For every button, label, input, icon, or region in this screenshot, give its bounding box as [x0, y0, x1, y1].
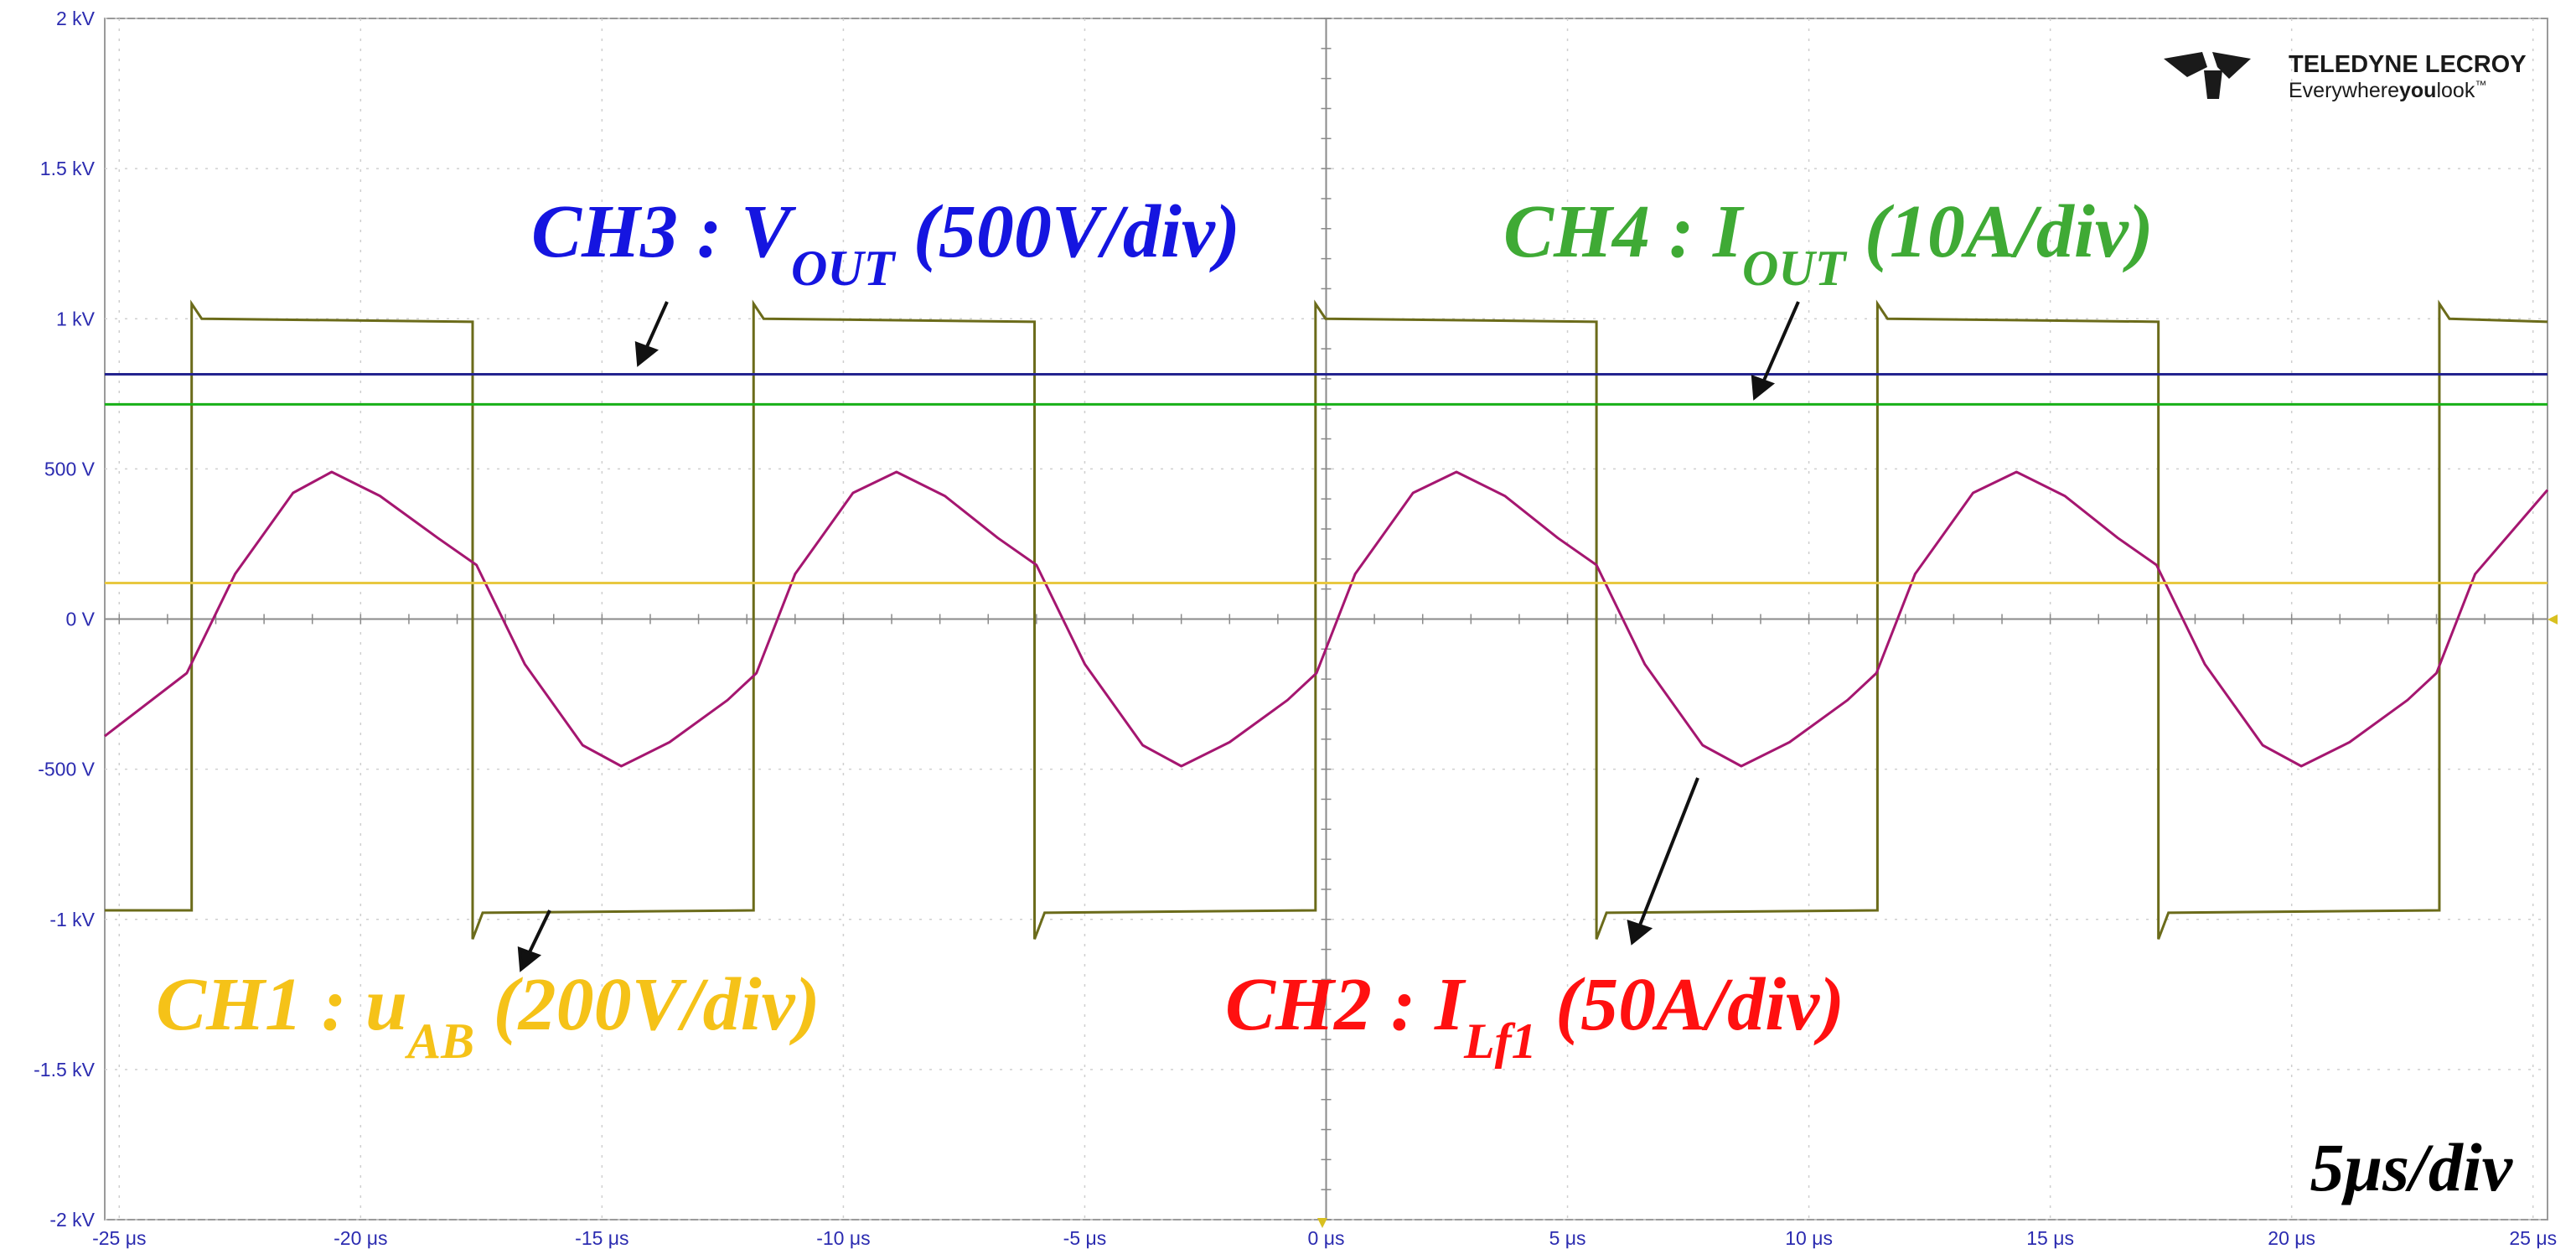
ch2-annotation: CH2 : ILf1 (50A/div) — [1225, 963, 1844, 1069]
y-tick-label: 500 V — [44, 458, 96, 479]
x-tick-label: -15 μs — [575, 1227, 628, 1249]
ch1-annotation: CH1 : uAB (200V/div) — [156, 963, 820, 1069]
trace-ilf1 — [104, 470, 2549, 768]
x-tick-label: 20 μs — [2268, 1227, 2315, 1249]
ch1-arrow — [517, 910, 551, 972]
ch3-arrow — [634, 301, 669, 367]
x-tick-label: 15 μs — [2026, 1227, 2074, 1249]
x-tick-label: 10 μs — [1785, 1227, 1833, 1249]
y-tick-label: -1.5 kV — [34, 1059, 96, 1081]
y-tick-label: 2 kV — [56, 8, 96, 29]
ch2-arrow — [1627, 777, 1699, 946]
ch4-annotation: CH4 : IOUT (10A/div) — [1503, 190, 2154, 296]
x-tick-labels: -25 μs -20 μs -15 μs -10 μs -5 μs 0 μs 5 μs 10 … — [92, 1227, 2557, 1249]
x-tick-label: -25 μs — [92, 1227, 146, 1249]
y-tick-label: 0 V — [65, 609, 95, 630]
trigger-marker — [1317, 1218, 1327, 1228]
x-tick-label: 5 μs — [1549, 1227, 1586, 1249]
logo-brand-text: TELEDYNE LECROY — [2289, 51, 2527, 78]
x-tick-label: -5 μs — [1063, 1227, 1107, 1249]
teledyne-logo-icon — [2164, 52, 2251, 99]
ch4-arrow — [1751, 301, 1800, 401]
y-tick-labels: 2 kV 1.5 kV 1 kV 500 V 0 V -500 V -1 kV -1.5 kV… — [34, 8, 96, 1231]
y-tick-label: 1.5 kV — [40, 158, 96, 179]
y-tick-label: -2 kV — [49, 1209, 95, 1231]
x-tick-label: 0 μs — [1308, 1227, 1345, 1249]
logo-tagline: Everywhereyoulook™ — [2289, 78, 2486, 102]
x-tick-label: 25 μs — [2509, 1227, 2557, 1249]
traces — [104, 299, 2549, 940]
zero-level-marker — [2548, 614, 2558, 624]
timebase-label: 5μs/div — [2310, 1129, 2514, 1205]
y-tick-label: -500 V — [38, 759, 95, 780]
annotation-arrows — [517, 301, 1800, 972]
x-tick-label: -10 μs — [816, 1227, 870, 1249]
x-tick-label: -20 μs — [334, 1227, 387, 1249]
teledyne-lecroy-logo: TELEDYNE LECROY Everywhereyoulook™ — [2164, 51, 2527, 102]
ch3-annotation: CH3 : VOUT (500V/div) — [531, 190, 1240, 296]
y-tick-label: 1 kV — [56, 308, 96, 329]
y-tick-label: -1 kV — [49, 909, 95, 930]
trace-uab — [105, 299, 2548, 940]
